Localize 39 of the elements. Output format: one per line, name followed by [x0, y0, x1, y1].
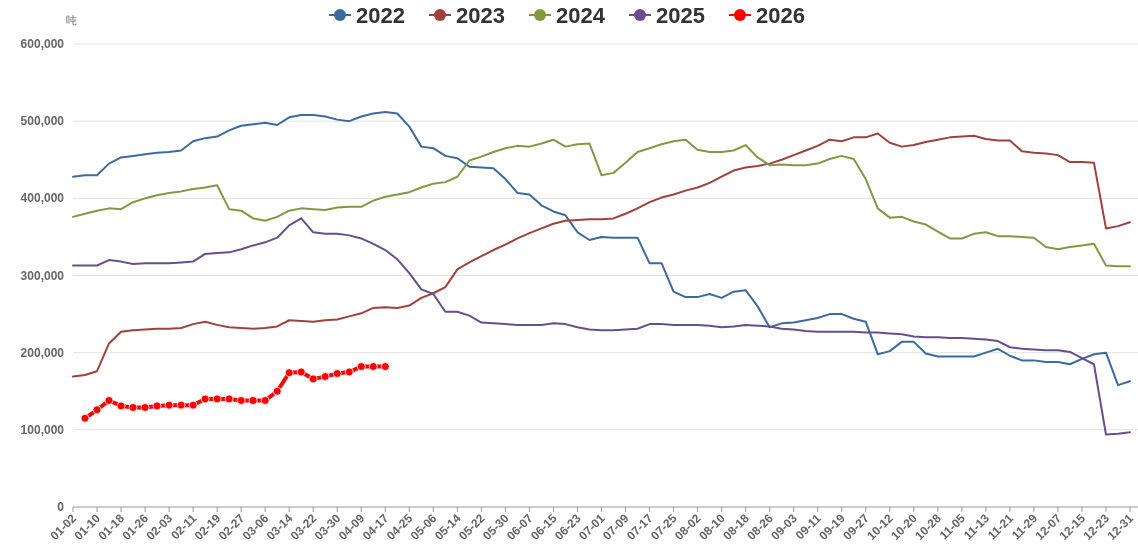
point	[152, 401, 162, 411]
y-tick-label: 100,000	[20, 422, 65, 437]
legend-label: 2025	[656, 3, 705, 28]
point	[164, 400, 174, 410]
legend-label: 2024	[556, 3, 606, 28]
point	[260, 396, 270, 405]
point	[104, 396, 114, 405]
point	[368, 362, 378, 371]
y-tick-label: 0	[57, 500, 65, 514]
legend-label: 2026	[756, 3, 805, 28]
point	[80, 413, 90, 423]
ylabel: 吨	[66, 14, 77, 26]
point	[296, 367, 306, 377]
point	[272, 386, 282, 396]
y-tick-label: 400,000	[20, 191, 65, 206]
legend-label: 2023	[456, 3, 505, 28]
point	[92, 405, 102, 415]
y-tick-label: 200,000	[20, 345, 65, 360]
y-tick-label: 300,000	[20, 268, 65, 283]
y-tick-label: 500,000	[20, 114, 65, 129]
point	[248, 396, 258, 405]
point	[188, 400, 198, 410]
point	[332, 369, 342, 378]
point	[200, 394, 210, 404]
point	[236, 396, 246, 405]
point	[356, 362, 366, 371]
point	[284, 368, 294, 378]
point	[308, 374, 318, 384]
point	[128, 403, 138, 412]
point	[176, 400, 186, 410]
y-tick-label: 600,000	[20, 37, 65, 51]
point	[380, 362, 390, 371]
point	[344, 367, 354, 377]
point	[320, 372, 330, 381]
point	[116, 401, 126, 411]
point	[140, 403, 150, 412]
legend-label: 2022	[356, 3, 405, 28]
point	[224, 394, 234, 404]
point	[212, 394, 222, 404]
